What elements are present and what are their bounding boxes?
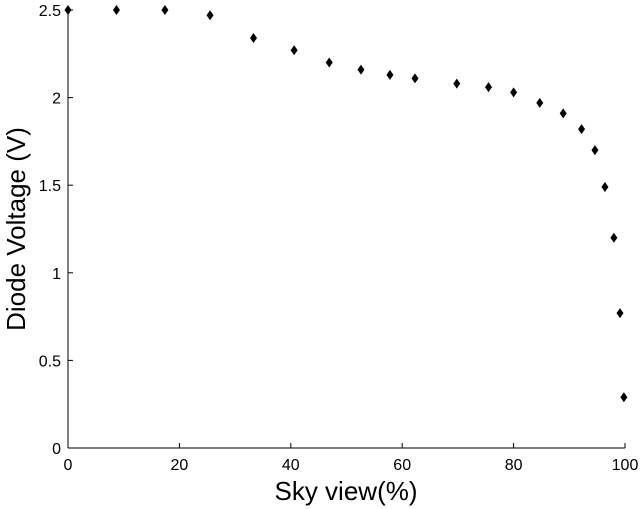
plot-frame: [67, 10, 625, 449]
data-point: [386, 69, 394, 80]
y-tick-label: 0: [52, 441, 61, 458]
data-point: [112, 5, 120, 15]
y-tick-label: 2.5: [39, 3, 61, 20]
data-point: [616, 308, 624, 319]
x-tick-label: 40: [282, 457, 300, 474]
data-point: [620, 392, 628, 403]
x-tick-label: 80: [505, 457, 523, 474]
y-axis-title: Diode Voltage (V): [1, 127, 31, 331]
data-point: [411, 73, 419, 84]
x-tick-label: 60: [393, 457, 411, 474]
x-axis-title: Sky view(%): [274, 476, 417, 506]
data-point: [290, 45, 298, 56]
x-tick-label: 20: [171, 457, 189, 474]
data-point: [510, 87, 518, 98]
data-point: [453, 78, 461, 89]
y-tick-label: 1.5: [39, 178, 61, 195]
data-point: [206, 10, 214, 21]
y-tick-label: 1: [52, 266, 61, 283]
data-point: [64, 5, 72, 15]
data-point: [325, 57, 333, 68]
y-tick-label: 2: [52, 91, 61, 108]
data-point: [357, 64, 365, 75]
y-tick-label: 0.5: [39, 353, 61, 370]
data-point: [249, 33, 257, 44]
data-point: [536, 97, 544, 108]
data-point: [610, 232, 618, 243]
y-axis-ticks: 0 0.5 1 1.5 2 2.5: [39, 3, 73, 458]
data-point: [485, 82, 493, 93]
data-point: [161, 5, 169, 15]
data-point: [559, 108, 567, 119]
x-tick-label: 0: [64, 457, 73, 474]
data-point: [591, 145, 599, 156]
data-point: [578, 124, 586, 135]
x-axis-ticks: 0 20 40 60 80 100: [64, 443, 639, 474]
x-tick-label: 100: [612, 457, 639, 474]
data-points: [64, 5, 628, 403]
data-point: [601, 181, 609, 192]
